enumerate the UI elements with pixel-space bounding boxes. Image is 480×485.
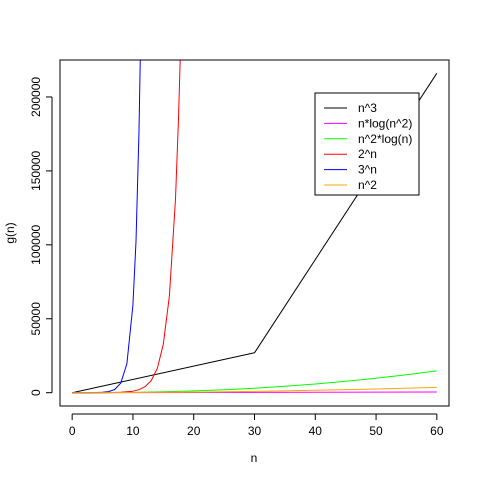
legend: n^3n*log(n^2) n^2*log(n)2^n 3^nn^2	[314, 92, 420, 196]
y-tick-label: 100000	[29, 224, 43, 264]
x-tick-label: 50	[369, 424, 383, 438]
y-tick-label: 0	[29, 389, 43, 396]
series-line-n-2	[72, 386, 437, 394]
x-axis: 0 10 20 30 40 50 60	[69, 413, 444, 438]
y-tick-label: 150000	[29, 151, 43, 191]
y-axis: 0 50000 100000 150000 200000	[29, 77, 53, 396]
x-axis-label: n	[251, 451, 258, 465]
x-tick-label: 10	[126, 424, 140, 438]
legend-label: n^2	[358, 178, 377, 192]
y-tick-label: 50000	[29, 302, 43, 336]
legend-label: n^3	[358, 101, 377, 115]
legend-label: n^2*log(n)	[358, 132, 412, 146]
plot-frame	[59, 59, 450, 407]
y-tick-label: 200000	[29, 77, 43, 117]
x-tick-label: 40	[309, 424, 323, 438]
legend-label: 3^n	[358, 163, 377, 177]
x-tick-label: 20	[187, 424, 201, 438]
x-tick-label: 0	[69, 424, 76, 438]
legend-label: 2^n	[358, 147, 377, 161]
legend-box	[314, 92, 420, 196]
legend-label: n*log(n^2)	[358, 116, 412, 130]
y-axis-label: g(n)	[3, 222, 17, 243]
x-tick-label: 60	[430, 424, 444, 438]
x-tick-label: 30	[248, 424, 262, 438]
